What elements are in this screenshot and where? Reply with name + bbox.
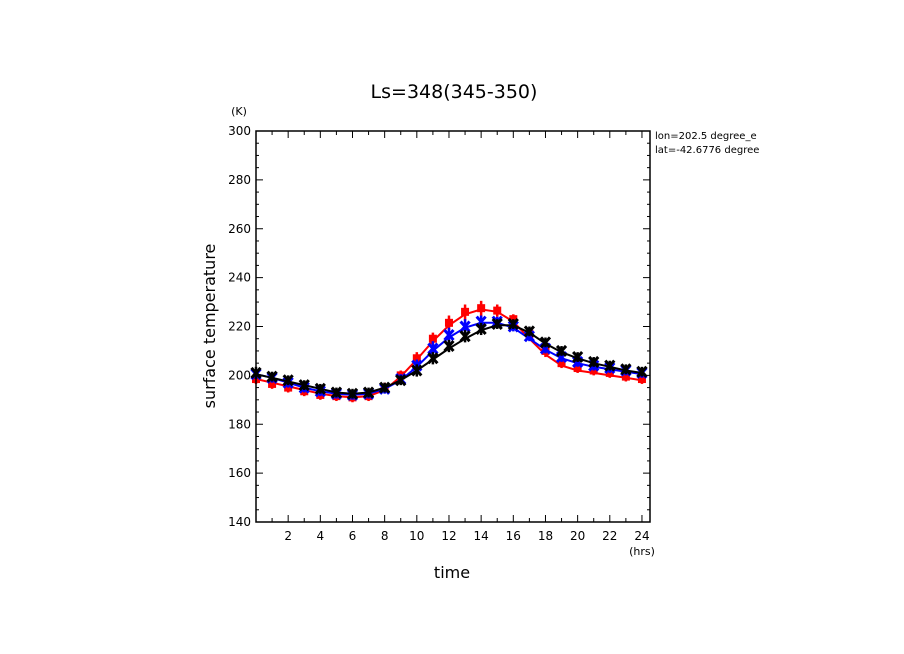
y-tick-label: 300 (228, 124, 251, 138)
data-point (427, 342, 439, 355)
data-point (268, 379, 277, 388)
data-point (443, 329, 455, 342)
data-point (636, 365, 648, 378)
x-tick-label: 6 (349, 529, 357, 543)
data-point (491, 318, 503, 331)
x-tick-label: 10 (409, 529, 424, 543)
plot-frame (255, 130, 651, 523)
y-tick-label: 260 (228, 222, 251, 236)
x-tick-label: 18 (538, 529, 553, 543)
data-point (493, 306, 502, 315)
y-tick-label: 220 (228, 320, 251, 334)
data-point (282, 374, 294, 387)
x-axis-label: time (434, 563, 470, 582)
longitude-annotation: lon=202.5 degree_e (655, 131, 757, 142)
data-point (266, 370, 278, 383)
x-tick-label: 24 (634, 529, 649, 543)
x-unit: (hrs) (629, 545, 655, 558)
chart-title: Ls=348(345-350) (371, 81, 538, 103)
y-tick-label: 280 (228, 173, 251, 187)
data-point (637, 375, 646, 384)
data-point (444, 318, 453, 327)
x-tick-label: 20 (570, 529, 585, 543)
data-point (588, 355, 600, 368)
x-tick-label: 12 (441, 529, 456, 543)
data-point (557, 359, 566, 368)
y-axis-label: surface temperature (200, 244, 219, 409)
y-tick-label: 200 (228, 368, 251, 382)
y-tick-label: 240 (228, 271, 251, 285)
y-tick-label: 140 (228, 515, 251, 529)
y-tick-label: 180 (228, 417, 251, 431)
y-unit: (K) (231, 105, 247, 118)
data-point (477, 304, 486, 313)
series-line (255, 324, 643, 395)
data-point (572, 351, 584, 364)
data-series (250, 300, 648, 403)
data-point (621, 372, 630, 381)
data-point (428, 334, 437, 343)
x-tick-label: 22 (602, 529, 617, 543)
x-tick-label: 14 (474, 529, 489, 543)
data-point (620, 363, 632, 376)
info-clip-mask (780, 128, 904, 158)
x-tick-label: 2 (284, 529, 292, 543)
latitude-annotation: lat=-42.6776 degree (655, 145, 759, 156)
y-tick-label: 160 (228, 466, 251, 480)
x-tick-label: 4 (317, 529, 325, 543)
x-tick-label: 16 (506, 529, 521, 543)
data-point (461, 307, 470, 316)
data-point (573, 364, 582, 373)
data-point (604, 359, 616, 372)
x-tick-label: 8 (381, 529, 389, 543)
